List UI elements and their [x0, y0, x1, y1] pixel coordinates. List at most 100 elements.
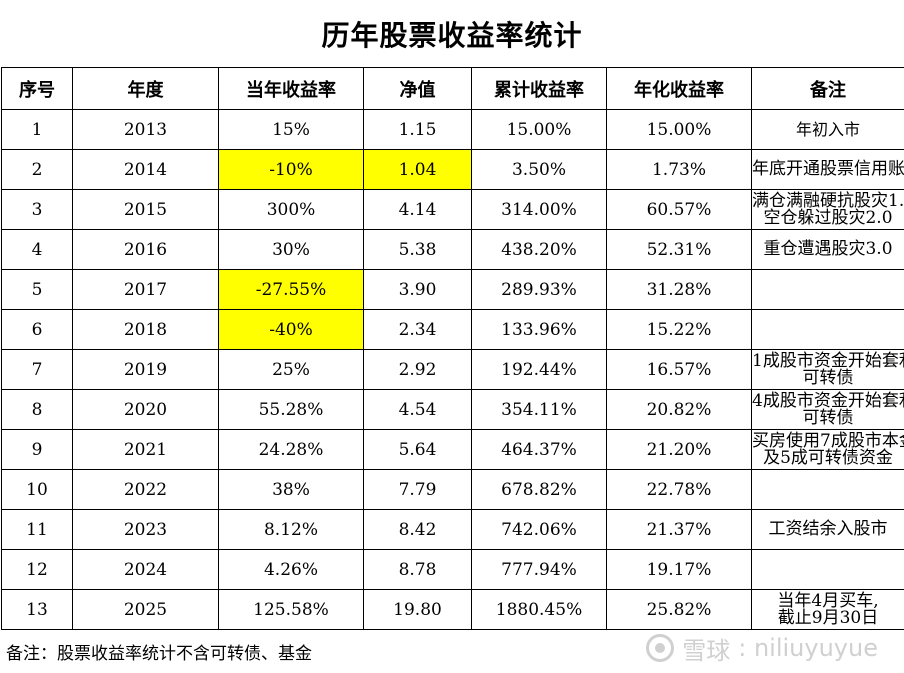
cell-year: 2013 [72, 109, 219, 150]
snowball-logo-icon [646, 634, 675, 662]
note-line: 1成股市资金开始套利 [752, 350, 904, 371]
footnote: 备注：股票收益率统计不含可转债、基金 [6, 643, 312, 664]
watermark: 雪球 : niliuyuyue [646, 628, 878, 668]
table-row: 9 2021 24.28% 5.64 464.37% 21.20% 买房使用7成… [1, 429, 904, 470]
cell-note: 买房使用7成股市本金 及5成可转债资金 [751, 429, 904, 470]
watermark-user: : niliuyuyue [738, 634, 878, 662]
cell-cumulative-return: 192.44% [471, 349, 607, 390]
cell-note: 重仓遭遇股灾3.0 [751, 229, 904, 270]
header-annualized-return: 年化收益率 [606, 67, 752, 110]
cell-nav: 8.78 [363, 549, 472, 590]
header-year: 年度 [72, 67, 219, 110]
cell-year: 2024 [72, 549, 219, 590]
cell-annualized-return: 15.22% [606, 309, 752, 350]
cell-annual-return-highlighted: -27.55% [218, 269, 364, 310]
table-row: 8 2020 55.28% 4.54 354.11% 20.82% 4成股市资金… [1, 389, 904, 430]
table-row: 12 2024 4.26% 8.78 777.94% 19.17% [1, 549, 904, 590]
watermark-brand: 雪球 [682, 636, 731, 665]
cell-annualized-return: 21.20% [606, 429, 752, 470]
cell-note: 当年4月买车, 截止9月30日 [751, 589, 904, 630]
cell-nav: 8.42 [363, 509, 472, 550]
cell-note: 年底开通股票信用账户 [751, 149, 904, 190]
cell-index: 10 [1, 469, 73, 510]
cell-note [751, 309, 904, 350]
cell-index: 7 [1, 349, 73, 390]
cell-nav: 3.90 [363, 269, 472, 310]
cell-annualized-return: 22.78% [606, 469, 752, 510]
cell-cumulative-return: 354.11% [471, 389, 607, 430]
cell-year: 2019 [72, 349, 219, 390]
cell-annualized-return: 1.73% [606, 149, 752, 190]
cell-cumulative-return: 777.94% [471, 549, 607, 590]
cell-index: 6 [1, 309, 73, 350]
cell-annual-return-highlighted: -10% [218, 149, 364, 190]
cell-annualized-return: 15.00% [606, 109, 752, 150]
table-row: 13 2025 125.58% 19.80 1880.45% 25.82% 当年… [1, 589, 904, 630]
table-header-row: 序号 年度 当年收益率 净值 累计收益率 年化收益率 备注 [1, 67, 904, 110]
cell-cumulative-return: 314.00% [471, 189, 607, 230]
note-line: 满仓满融硬抗股灾1.0 [752, 190, 904, 211]
cell-nav: 5.38 [363, 229, 472, 270]
header-index: 序号 [1, 67, 73, 110]
cell-nav: 7.79 [363, 469, 472, 510]
note-line: 及5成可转债资金 [763, 447, 893, 468]
cell-cumulative-return: 678.82% [471, 469, 607, 510]
cell-nav: 19.80 [363, 589, 472, 630]
cell-index: 11 [1, 509, 73, 550]
note-line: 可转债 [802, 367, 854, 388]
watermark-username: niliuyuyue [753, 634, 878, 662]
cell-year: 2021 [72, 429, 219, 470]
cell-annualized-return: 52.31% [606, 229, 752, 270]
cell-annual-return: 4.26% [218, 549, 364, 590]
cell-annualized-return: 19.17% [606, 549, 752, 590]
cell-index: 1 [1, 109, 73, 150]
header-annual-return: 当年收益率 [218, 67, 364, 110]
cell-nav: 2.92 [363, 349, 472, 390]
table-row: 4 2016 30% 5.38 438.20% 52.31% 重仓遭遇股灾3.0 [1, 229, 904, 270]
cell-annual-return: 300% [218, 189, 364, 230]
cell-index: 12 [1, 549, 73, 590]
table-row: 7 2019 25% 2.92 192.44% 16.57% 1成股市资金开始套… [1, 349, 904, 390]
cell-annualized-return: 31.28% [606, 269, 752, 310]
cell-cumulative-return: 742.06% [471, 509, 607, 550]
cell-year: 2017 [72, 269, 219, 310]
table-row: 3 2015 300% 4.14 314.00% 60.57% 满仓满融硬抗股灾… [1, 189, 904, 230]
cell-index: 5 [1, 269, 73, 310]
cell-annual-return: 55.28% [218, 389, 364, 430]
cell-index: 3 [1, 189, 73, 230]
cell-year: 2023 [72, 509, 219, 550]
cell-year: 2014 [72, 149, 219, 190]
cell-index: 2 [1, 149, 73, 190]
note-line: 当年4月买车, [777, 590, 879, 611]
cell-nav: 2.34 [363, 309, 472, 350]
sheet-title: 历年股票收益率统计 [321, 18, 583, 52]
table-row: 11 2023 8.12% 8.42 742.06% 21.37% 工资结余入股… [1, 509, 904, 550]
cell-nav-highlighted: 1.04 [363, 149, 472, 190]
table-row: 10 2022 38% 7.79 678.82% 22.78% [1, 469, 904, 510]
table-row: 5 2017 -27.55% 3.90 289.93% 31.28% [1, 269, 904, 310]
returns-table: 序号 年度 当年收益率 净值 累计收益率 年化收益率 备注 1 2013 15%… [1, 67, 904, 630]
cell-note [751, 269, 904, 310]
note-line: 买房使用7成股市本金 [752, 430, 904, 451]
cell-nav: 5.64 [363, 429, 472, 470]
cell-annualized-return: 16.57% [606, 349, 752, 390]
cell-cumulative-return: 1880.45% [471, 589, 607, 630]
note-line: 截止9月30日 [777, 607, 879, 628]
cell-annual-return: 24.28% [218, 429, 364, 470]
header-nav: 净值 [363, 67, 472, 110]
cell-annual-return: 15% [218, 109, 364, 150]
cell-note: 年初入市 [751, 109, 904, 150]
header-note: 备注 [751, 67, 904, 110]
cell-note: 工资结余入股市 [751, 509, 904, 550]
cell-note: 1成股市资金开始套利 可转债 [751, 349, 904, 390]
cell-annual-return: 30% [218, 229, 364, 270]
note-line: 可转债 [802, 407, 854, 428]
cell-note: 4成股市资金开始套利 可转债 [751, 389, 904, 430]
cell-annual-return-highlighted: -40% [218, 309, 364, 350]
cell-year: 2018 [72, 309, 219, 350]
cell-year: 2015 [72, 189, 219, 230]
cell-note [751, 549, 904, 590]
cell-year: 2022 [72, 469, 219, 510]
cell-index: 9 [1, 429, 73, 470]
